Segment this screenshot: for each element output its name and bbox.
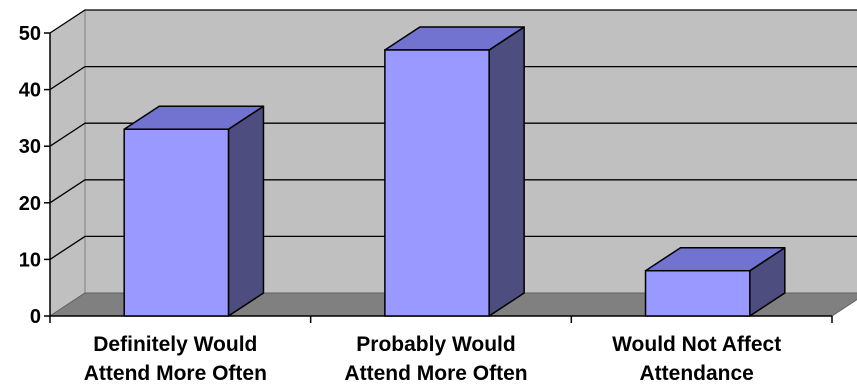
bar-side — [227, 105, 265, 317]
x-tick-label-line: Would Not Affect — [612, 333, 781, 356]
y-tick-label: 30 — [19, 136, 41, 158]
x-tick-label-line: Attend More Often — [84, 362, 267, 385]
gridline — [49, 9, 857, 34]
bar — [644, 246, 786, 317]
bar — [384, 26, 525, 317]
bars — [123, 26, 786, 317]
gridline — [49, 65, 857, 91]
x-tick-label: Probably Would Attend More Often — [344, 333, 527, 385]
y-tick-label: 40 — [19, 80, 41, 102]
bar-front — [384, 49, 490, 317]
bar-front — [123, 128, 230, 317]
y-tick-label: 50 — [19, 23, 41, 45]
x-tick-labels: Definitely Would Attend More OftenProbabl… — [84, 333, 781, 385]
bar-front — [644, 269, 751, 317]
x-tick-label: Would Not Affect Attendance — [612, 333, 781, 385]
gridlines — [49, 9, 857, 260]
bar — [123, 105, 265, 317]
x-tick-label-line: Definitely Would — [93, 333, 257, 356]
x-tick-label-line: Attendance — [639, 362, 753, 385]
gridline — [49, 122, 857, 147]
x-tick-label-line: Attend More Often — [344, 362, 527, 385]
gridline — [49, 179, 857, 204]
side-wall — [49, 9, 86, 317]
x-tick-label: Definitely Would Attend More Often — [84, 333, 267, 385]
bar-side — [488, 26, 525, 317]
y-tick-label: 0 — [30, 306, 41, 328]
y-tick-labels: 0 10 20 30 40 50 — [19, 23, 41, 328]
x-tick-label-line: Probably Would — [356, 333, 515, 356]
gridline — [49, 235, 857, 260]
y-tick-label: 20 — [19, 193, 41, 215]
y-tick-label: 10 — [19, 249, 41, 271]
